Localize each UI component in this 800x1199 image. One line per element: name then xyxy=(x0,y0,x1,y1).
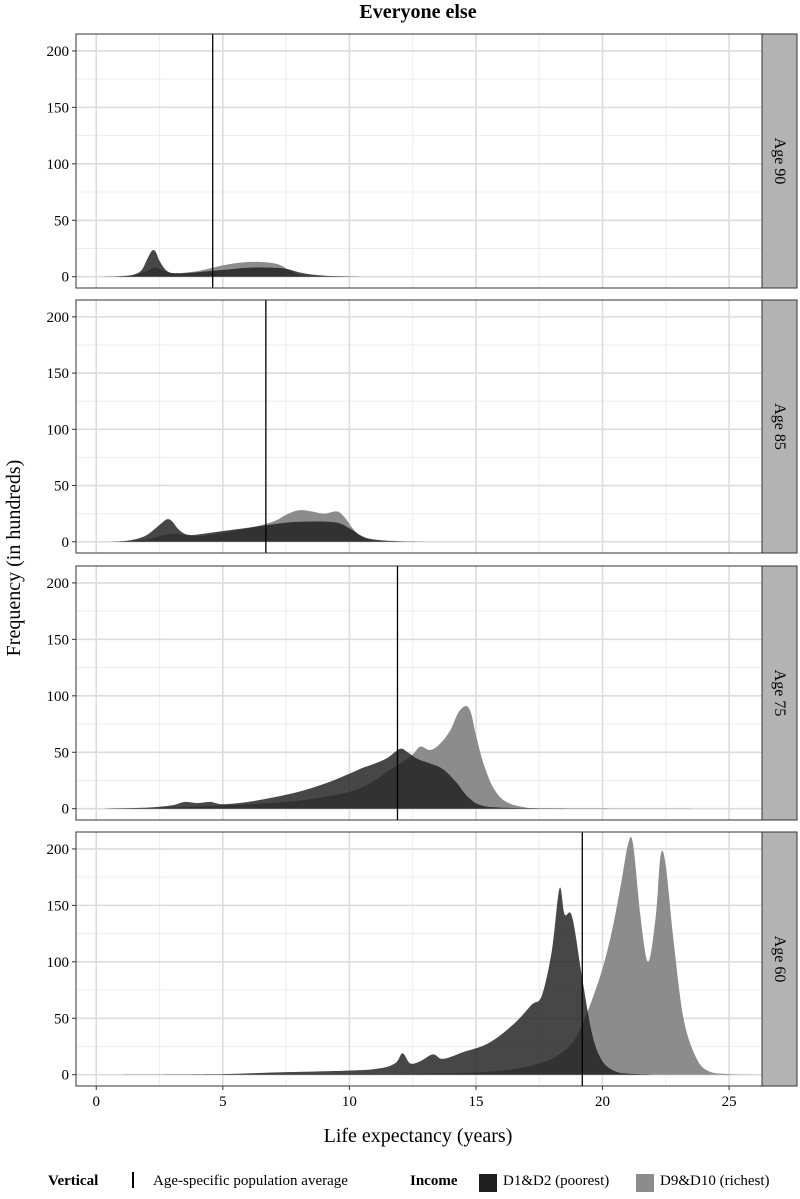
y-tick-label: 0 xyxy=(62,1068,70,1084)
legend-vertical-line-key xyxy=(132,1172,134,1188)
legend: Vertical Age-specific population average… xyxy=(0,1166,800,1199)
y-tick-label: 0 xyxy=(62,535,70,551)
panel-age-75: 0 50 100 150 200 Age 75 xyxy=(47,565,798,821)
y-tick-label: 100 xyxy=(47,422,70,438)
x-tick-label: 5 xyxy=(219,1094,227,1110)
x-tick-label: 10 xyxy=(342,1094,357,1110)
legend-richest-swatch xyxy=(636,1174,654,1192)
x-axis: 0 5 10 15 20 25 xyxy=(93,1086,737,1110)
facet-strip-label: Age 90 xyxy=(771,138,788,185)
faceted-density-chart: Everyone else Frequency (in hundreds) Li… xyxy=(3,1,798,1147)
y-tick-label: 100 xyxy=(47,157,70,173)
facet-strip xyxy=(761,33,798,289)
density-areas xyxy=(103,706,704,809)
legend-income-title: Income xyxy=(410,1173,458,1189)
panel-age-90: 0 50 100 150 200 Age 90 xyxy=(47,33,798,289)
facet-strip-label: Age 60 xyxy=(771,936,788,983)
density-area-poorest xyxy=(103,748,704,809)
facet-strip xyxy=(761,565,798,821)
chart-title: Everyone else xyxy=(359,1,476,23)
y-tick-label: 150 xyxy=(47,100,70,116)
legend-vertical-label: Age-specific population average xyxy=(153,1173,348,1189)
y-axis-title: Frequency (in hundreds) xyxy=(3,460,25,657)
density-area-richest xyxy=(222,836,755,1075)
y-tick-label: 50 xyxy=(54,745,69,761)
y-tick-label: 50 xyxy=(54,479,69,495)
facet-strip-label: Age 75 xyxy=(771,670,788,717)
density-areas xyxy=(103,510,441,542)
panel-background xyxy=(76,300,762,553)
y-tick-label: 0 xyxy=(62,802,70,818)
y-tick-label: 200 xyxy=(47,842,70,858)
y-tick-label: 200 xyxy=(47,576,70,592)
density-area-poorest xyxy=(103,250,363,277)
panel-background xyxy=(76,34,762,288)
panels-group: 0 50 100 150 200 Age 90 0 50 100 150 200 Age 85 0 50 1… xyxy=(47,33,798,1087)
y-tick-label: 150 xyxy=(47,898,70,914)
y-tick-label: 200 xyxy=(47,310,70,326)
legend-richest-label: D9&D10 (richest) xyxy=(660,1173,770,1189)
y-tick-label: 150 xyxy=(47,632,70,648)
density-area-poorest xyxy=(103,519,441,542)
density-area-poorest xyxy=(121,887,654,1075)
y-tick-label: 100 xyxy=(47,689,70,705)
facet-strip xyxy=(761,299,798,554)
facet-strip xyxy=(761,831,798,1087)
density-areas xyxy=(103,250,363,277)
legend-poorest-label: D1&D2 (poorest) xyxy=(503,1173,610,1189)
x-tick-label: 15 xyxy=(468,1094,483,1110)
x-axis-title: Life expectancy (years) xyxy=(324,1125,513,1147)
y-tick-label: 200 xyxy=(47,44,70,60)
y-tick-label: 50 xyxy=(54,213,69,229)
density-areas xyxy=(121,836,755,1075)
x-tick-label: 20 xyxy=(595,1094,610,1110)
y-tick-label: 150 xyxy=(47,366,70,382)
y-tick-label: 0 xyxy=(62,270,70,286)
y-tick-label: 50 xyxy=(54,1011,69,1027)
panel-age-60: 0 50 100 150 200 Age 60 xyxy=(47,831,798,1087)
x-tick-label: 0 xyxy=(93,1094,101,1110)
legend-poorest-swatch xyxy=(479,1174,497,1192)
y-tick-label: 100 xyxy=(47,955,70,971)
x-tick-label: 25 xyxy=(722,1094,737,1110)
facet-strip-label: Age 85 xyxy=(771,403,788,450)
legend-vertical-title: Vertical xyxy=(48,1173,99,1189)
panel-age-85: 0 50 100 150 200 Age 85 xyxy=(47,299,798,554)
